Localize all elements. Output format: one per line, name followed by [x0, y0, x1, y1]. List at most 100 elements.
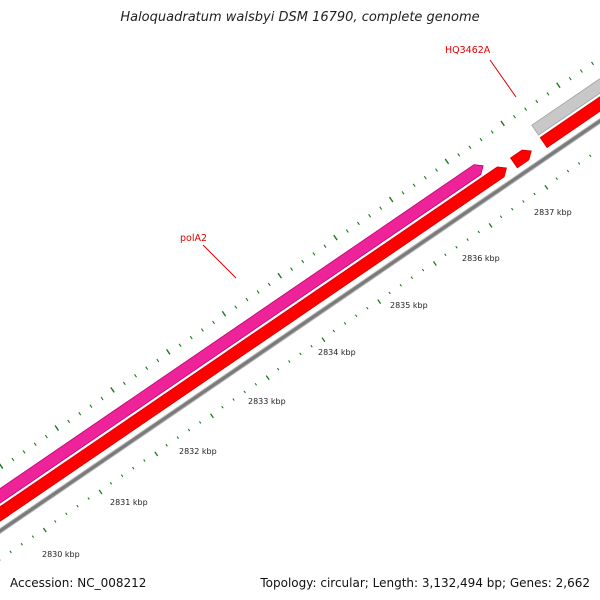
tick-mark [234, 305, 238, 309]
tick-mark [78, 412, 82, 416]
cds-track-segment[interactable] [0, 166, 507, 547]
ruler-tick [589, 154, 592, 158]
tick-mark [256, 290, 260, 294]
ruler-tick [299, 352, 302, 356]
ruler-tick [154, 451, 159, 457]
ruler-tick [566, 169, 570, 173]
ruler-tick [444, 253, 447, 257]
kbp-label: 2831 kbp [110, 498, 148, 507]
ruler-tick [332, 329, 336, 333]
kbp-label: 2834 kbp [318, 348, 356, 357]
ruler-tick [399, 283, 402, 287]
label-leader-line [489, 59, 517, 98]
cds-track-segment-right[interactable] [539, 63, 600, 149]
kbp-label: 2837 kbp [534, 208, 572, 217]
tick-mark [189, 335, 193, 340]
ruler-tick [377, 299, 382, 305]
feature-track [0, 51, 600, 547]
tick-mark [267, 282, 271, 287]
tick-mark [221, 310, 227, 317]
ruler-tick [522, 200, 525, 203]
ruler-tick [466, 238, 469, 241]
tick-mark [388, 196, 394, 203]
ruler-tick [221, 405, 224, 409]
tick-mark [212, 320, 215, 325]
ruler-tick [410, 276, 414, 280]
ruler-tick [310, 344, 313, 348]
ruler-tick [132, 466, 135, 470]
ruler-tick [176, 436, 179, 439]
ruler-tick [432, 261, 437, 266]
ruler-tick [421, 268, 425, 272]
tick-mark [122, 381, 126, 386]
tick-mark [546, 92, 550, 96]
tick-mark [145, 366, 149, 370]
feature-labels: polA2 HQ3462A [180, 45, 517, 279]
tick-mark [165, 348, 171, 355]
ruler-tick [533, 192, 536, 196]
ruler-tick [555, 177, 558, 181]
ruler-tick [187, 428, 191, 432]
tick-mark [401, 191, 405, 195]
kbp-label: 2835 kbp [390, 301, 428, 310]
polA2-gene-arrow[interactable] [0, 164, 484, 509]
tick-mark [89, 404, 93, 408]
ruler-tick [243, 390, 246, 394]
ruler-tick [577, 162, 581, 165]
gene-label-pola2[interactable]: polA2 [180, 233, 207, 244]
genome-backbone [0, 117, 600, 535]
ruler-tick [9, 550, 12, 554]
ruler-tick [288, 360, 291, 363]
ruler-tick [499, 215, 503, 219]
ruler-tick [65, 512, 68, 516]
tick-mark [110, 387, 115, 393]
ruler-tick [511, 207, 514, 211]
backbone-line [0, 119, 600, 533]
tick-mark [245, 297, 249, 302]
tick-mark [524, 107, 528, 111]
ruler-tick [165, 443, 168, 447]
tick-mark [0, 463, 4, 469]
tick-mark [22, 450, 26, 454]
tick-mark [468, 145, 472, 149]
cds-track-segment-left[interactable] [0, 504, 10, 547]
ruler-tick [366, 306, 369, 310]
tick-mark [67, 419, 71, 424]
tick-mark [591, 61, 594, 66]
tick-mark [412, 183, 416, 188]
tick-mark [579, 69, 583, 73]
kbp-label: 2836 kbp [462, 254, 500, 263]
ruler-tick [254, 382, 258, 386]
tick-mark [290, 267, 294, 271]
gene-label-hq3462a[interactable]: HQ3462A [445, 45, 491, 56]
gene-other-right[interactable] [531, 51, 600, 136]
backbone-shadow [0, 117, 600, 535]
ruler-tick [477, 230, 480, 234]
ruler-tick [321, 337, 326, 343]
hq3462a-gene-arrow[interactable] [509, 149, 532, 169]
tick-mark [345, 229, 349, 233]
kbp-label: 2830 kbp [42, 550, 80, 559]
tick-mark [500, 120, 505, 127]
tick-mark [479, 137, 483, 142]
ruler-tick [265, 375, 270, 381]
label-leader-line [202, 244, 237, 279]
tick-mark [333, 234, 338, 241]
tick-mark [134, 373, 137, 378]
tick-mark [435, 168, 438, 172]
tick-mark [379, 206, 383, 210]
ruler-tick [42, 527, 47, 533]
kbp-label: 2832 kbp [179, 447, 217, 456]
accession-label: Accession: NC_008212 [10, 576, 147, 590]
tick-mark [368, 214, 372, 218]
tick-mark [490, 130, 494, 134]
ruler-tick [76, 504, 79, 508]
ruler-tick [20, 542, 23, 546]
ruler-tick [355, 314, 358, 318]
map-title: Haloquadratum walsbyi DSM 16790, complet… [120, 10, 480, 25]
kbp-ruler: 2830 kbp 2831 kbp 2832 kbp 2833 kbp 2834 kbp… [42, 208, 572, 559]
ruler-tick [544, 184, 549, 190]
tick-mark [54, 425, 60, 431]
